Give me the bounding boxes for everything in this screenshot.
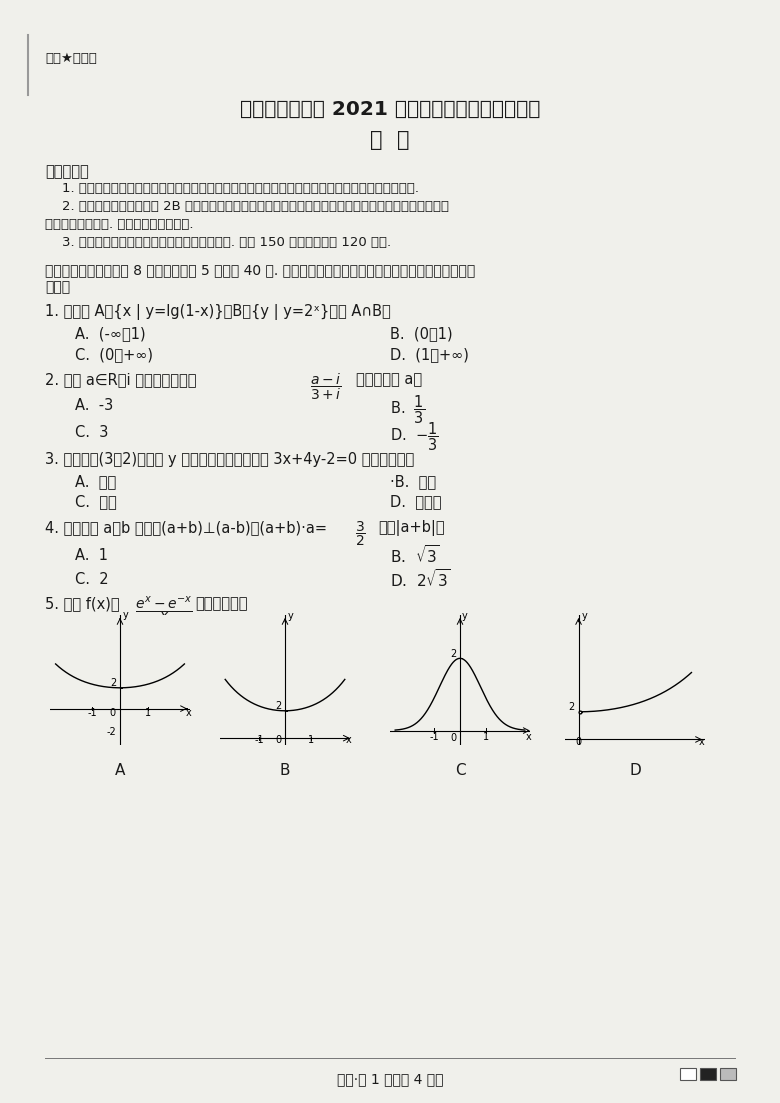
Text: 秘密★启用前: 秘密★启用前 [45,52,97,65]
Text: A.  1: A. 1 [75,548,108,563]
Text: B.  $\dfrac{1}{3}$: B. $\dfrac{1}{3}$ [390,393,425,426]
Text: B.  (0，1): B. (0，1) [390,326,452,341]
Text: A.  相离: A. 相离 [75,474,116,489]
Text: A.  (-∞，1): A. (-∞，1) [75,326,146,341]
Text: 1. 设集合 A＝{x | y=lg(1-x)}，B＝{y | y=2ˣ}，则 A∩B＝: 1. 设集合 A＝{x | y=lg(1-x)}，B＝{y | y=2ˣ}，则 … [45,304,391,320]
Text: ·B.  相切: ·B. 相切 [390,474,436,489]
Text: 求的）: 求的） [45,280,70,295]
Bar [700,1068,716,1080]
Bar [720,1068,736,1080]
Text: A: A [115,763,125,778]
Text: 选涂其他答案标号. 在试题卷上作答无效.: 选涂其他答案标号. 在试题卷上作答无效. [45,218,193,231]
Text: D.  $-\dfrac{1}{3}$: D. $-\dfrac{1}{3}$ [390,420,439,452]
Text: D.  (1，+∞): D. (1，+∞) [390,347,469,362]
Text: B.  $\sqrt{3}$: B. $\sqrt{3}$ [390,544,440,566]
Text: $\dfrac{e^x - e^{-x}}{x}$: $\dfrac{e^x - e^{-x}}{x}$ [135,596,193,624]
Text: 1. 答题前，考生务必用黑色碳素笔将自己的姓名、准考证号、考场号、座位号在答题卡上填写清楚.: 1. 答题前，考生务必用黑色碳素笔将自己的姓名、准考证号、考场号、座位号在答题卡… [45,182,419,195]
Text: D: D [629,763,641,778]
Bar [680,1068,696,1080]
Text: 3. 若圆心在(3，2)的圆与 y 轴相切，则该圆与直线 3x+4y-2=0 的位置关系是: 3. 若圆心在(3，2)的圆与 y 轴相切，则该圆与直线 3x+4y-2=0 的… [45,452,414,467]
Text: A.  -3: A. -3 [75,398,113,413]
Text: 一、选择题（本大题共 8 小题，每小题 5 分，共 40 分. 在每小题给出的四个选项中，只有一项是符合题目要: 一、选择题（本大题共 8 小题，每小题 5 分，共 40 分. 在每小题给出的四… [45,263,475,277]
Text: 2. 已知 a∈R，i 为虚数单位，若: 2. 已知 a∈R，i 为虚数单位，若 [45,372,197,387]
Text: 4. 已知向量 a，b 满足：(a+b)⊥(a-b)，(a+b)·a=: 4. 已知向量 a，b 满足：(a+b)⊥(a-b)，(a+b)·a= [45,520,327,535]
Text: 数学·第 1 页（共 4 页）: 数学·第 1 页（共 4 页） [337,1072,443,1086]
Text: D.  不确定: D. 不确定 [390,494,441,508]
Text: C.  (0，+∞): C. (0，+∞) [75,347,153,362]
Text: 数  学: 数 学 [370,130,410,150]
Text: ，则|a+b|＝: ，则|a+b|＝ [378,520,445,536]
Text: 5. 函数 f(x)＝: 5. 函数 f(x)＝ [45,596,119,611]
Text: 为实数，则 a＝: 为实数，则 a＝ [356,372,422,387]
Text: $\dfrac{3}{2}$: $\dfrac{3}{2}$ [355,520,366,548]
Text: C: C [455,763,466,778]
Text: C.  3: C. 3 [75,425,108,440]
Text: 注意事项：: 注意事项： [45,164,89,179]
Text: 2. 每小题选出答案后，用 2B 铅笔把答题卡上对应题目的答案标号涂黑，如需改动，用橡皮擦干净后，再: 2. 每小题选出答案后，用 2B 铅笔把答题卡上对应题目的答案标号涂黑，如需改动… [45,200,449,213]
Text: $\dfrac{a-i}{3+i}$: $\dfrac{a-i}{3+i}$ [310,372,342,403]
Text: B: B [280,763,290,778]
Text: 的图象大致为: 的图象大致为 [195,596,247,611]
Text: 重庆市第八中学 2021 届高考适应性月考卷（三）: 重庆市第八中学 2021 届高考适应性月考卷（三） [239,100,541,119]
Text: 3. 考试结束后，请将本试卷和答题卡一并交回. 满分 150 分，考试用时 120 分钟.: 3. 考试结束后，请将本试卷和答题卡一并交回. 满分 150 分，考试用时 12… [45,236,391,249]
Text: C.  2: C. 2 [75,572,108,587]
Text: D.  $2\sqrt{3}$: D. $2\sqrt{3}$ [390,568,451,590]
Text: C.  相交: C. 相交 [75,494,117,508]
